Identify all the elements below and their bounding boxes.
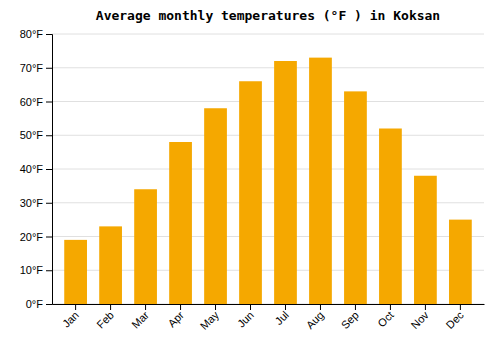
x-tick: Jul bbox=[273, 304, 291, 327]
y-tick-label: 40°F bbox=[20, 163, 44, 175]
x-tick: Oct bbox=[375, 304, 396, 329]
x-tick-label: Feb bbox=[94, 309, 116, 331]
y-tick-mark bbox=[46, 270, 52, 271]
y-axis: 0°F 10°F 20°F 30°F 40°F 50°F 60°F 70°F 80°F bbox=[20, 28, 53, 310]
bar bbox=[204, 108, 227, 304]
x-tick-label: Jul bbox=[273, 309, 291, 327]
x-tick-label: Nov bbox=[409, 308, 432, 331]
x-tick-label: Dec bbox=[444, 308, 467, 331]
x-tick-mark bbox=[320, 304, 321, 310]
grid-line bbox=[52, 135, 484, 136]
x-tick-mark bbox=[460, 304, 461, 310]
y-tick-mark bbox=[46, 304, 52, 305]
title: Average monthly temperatures (°F ) in Ko… bbox=[96, 8, 440, 23]
y-tick: 70°F bbox=[20, 62, 52, 74]
y-tick: 60°F bbox=[20, 96, 52, 108]
x-tick-mark bbox=[355, 304, 356, 310]
y-tick-label: 20°F bbox=[20, 231, 44, 243]
x-tick: Sep bbox=[339, 304, 361, 331]
y-tick-label: 70°F bbox=[20, 62, 44, 74]
grid-line bbox=[52, 169, 484, 170]
bar bbox=[99, 226, 122, 304]
y-tick-label: 80°F bbox=[20, 28, 44, 40]
y-tick-mark bbox=[46, 135, 52, 136]
x-tick: Nov bbox=[409, 304, 432, 331]
bar bbox=[64, 240, 87, 304]
x-tick-label: Sep bbox=[339, 309, 361, 331]
x-axis-line bbox=[53, 304, 485, 305]
x-tick: Mar bbox=[129, 304, 151, 331]
y-tick: 10°F bbox=[20, 264, 52, 276]
y-tick: 20°F bbox=[20, 231, 52, 243]
x-tick-mark bbox=[215, 304, 216, 310]
x-tick: Jan bbox=[60, 304, 81, 330]
bar bbox=[449, 220, 472, 304]
x-tick-label: Apr bbox=[165, 309, 186, 330]
x-tick-mark bbox=[390, 304, 391, 310]
y-tick: 0°F bbox=[26, 298, 52, 310]
x-tick: Aug bbox=[304, 304, 326, 331]
y-tick-mark bbox=[46, 34, 52, 35]
y-tick: 40°F bbox=[20, 163, 52, 175]
x-tick-label: May bbox=[198, 308, 222, 332]
bar bbox=[414, 176, 437, 304]
chart: Average monthly temperatures (°F ) in Ko… bbox=[0, 0, 500, 350]
bar bbox=[379, 129, 402, 305]
x-tick-mark bbox=[75, 304, 76, 310]
y-tick-label: 50°F bbox=[20, 129, 44, 141]
x-tick-mark bbox=[110, 304, 111, 310]
bars bbox=[64, 58, 472, 304]
bar bbox=[344, 91, 367, 304]
y-tick-label: 30°F bbox=[20, 197, 44, 209]
x-tick-mark bbox=[285, 304, 286, 310]
y-tick-mark bbox=[46, 102, 52, 103]
bar bbox=[169, 142, 192, 304]
y-tick: 50°F bbox=[20, 129, 52, 141]
grid-line bbox=[52, 34, 484, 35]
y-tick-label: 60°F bbox=[20, 96, 44, 108]
x-tick: Jun bbox=[235, 304, 256, 330]
x-tick-label: Oct bbox=[375, 309, 396, 330]
plot: Jan Feb Mar Apr May Jun Jul Aug Sep Oct Nov Dec 0°F 1… bbox=[20, 28, 485, 332]
x-tick-label: Jun bbox=[235, 309, 256, 330]
x-tick-label: Mar bbox=[129, 309, 151, 331]
x-axis: Jan Feb Mar Apr May Jun Jul Aug Sep Oct Nov Dec bbox=[53, 304, 485, 332]
x-tick-mark bbox=[180, 304, 181, 310]
x-tick-label: Aug bbox=[304, 309, 326, 331]
x-tick-mark bbox=[250, 304, 251, 310]
y-tick: 30°F bbox=[20, 197, 52, 209]
y-axis-line bbox=[46, 35, 53, 305]
y-tick-mark bbox=[46, 169, 52, 170]
grid-line bbox=[52, 67, 484, 68]
x-tick-label: Jan bbox=[60, 309, 81, 330]
bar bbox=[239, 81, 262, 304]
grid bbox=[52, 34, 484, 304]
grid-line bbox=[52, 101, 484, 102]
x-tick: Feb bbox=[94, 304, 116, 331]
y-tick-mark bbox=[46, 68, 52, 69]
bar bbox=[309, 58, 332, 304]
x-tick: Dec bbox=[444, 304, 467, 331]
x-tick-mark bbox=[145, 304, 146, 310]
x-tick: Apr bbox=[165, 304, 186, 329]
y-tick-label: 10°F bbox=[20, 264, 44, 276]
y-tick-mark bbox=[46, 237, 52, 238]
y-tick-label: 0°F bbox=[26, 298, 44, 310]
x-tick: May bbox=[198, 304, 222, 332]
y-tick: 80°F bbox=[20, 28, 52, 40]
y-tick-mark bbox=[46, 203, 52, 204]
bar bbox=[134, 189, 157, 304]
bar bbox=[274, 61, 297, 304]
x-tick-mark bbox=[425, 304, 426, 310]
